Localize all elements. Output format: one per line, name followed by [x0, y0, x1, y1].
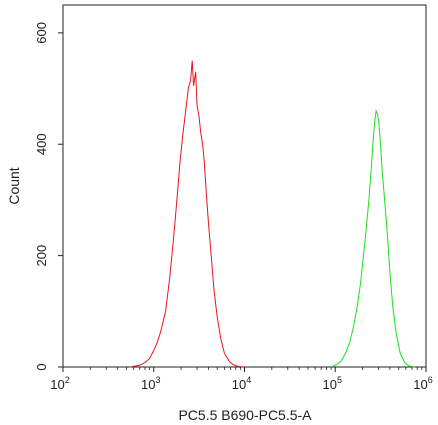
series-line-2: [330, 109, 415, 368]
y-tick-label: 200: [34, 245, 49, 267]
x-tick-label: 105: [323, 375, 342, 392]
x-tick-label: 104: [232, 375, 251, 392]
x-tick-label: 106: [413, 375, 432, 392]
y-tick-label: 0: [34, 363, 49, 370]
y-tick-label: 400: [34, 133, 49, 155]
plot-frame: [62, 4, 427, 368]
series-layer: [130, 60, 415, 368]
series-line-1: [130, 60, 245, 368]
y-axis-title: Count: [6, 167, 22, 204]
y-tick-label: 600: [34, 22, 49, 44]
x-axis-title: PC5.5 B690-PC5.5-A: [178, 407, 312, 423]
x-axis: 102 103 104 105 106: [50, 367, 433, 392]
y-axis: 0 200 400 600: [34, 22, 63, 371]
x-tick-label: 103: [141, 375, 160, 392]
x-tick-label: 102: [50, 375, 69, 392]
